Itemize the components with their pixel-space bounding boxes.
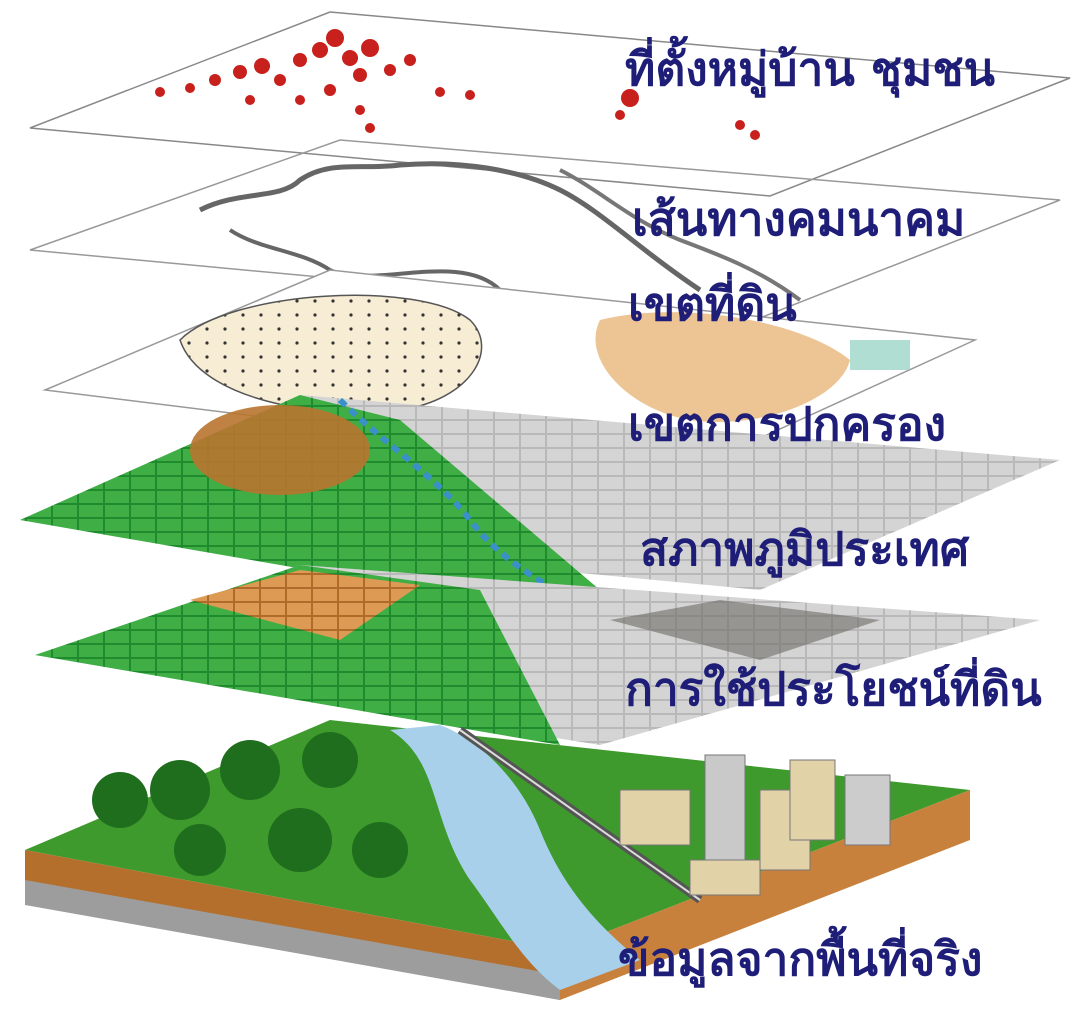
layer-label: สภาพภูมิประเทศ: [640, 522, 970, 578]
layer-real-world: [25, 720, 970, 1000]
layer-landuse: [35, 565, 1040, 745]
layer-label: ข้อมูลจากพื้นที่จริง: [618, 925, 982, 988]
layer-label: ที่ตั้งหมู่บ้าน ชุมชน: [625, 35, 996, 98]
layer-villages: [29, 11, 1071, 197]
layer-label: เส้นทางคมนาคม: [632, 192, 965, 246]
layer-label: เขตการปกครอง: [628, 397, 946, 451]
layer-terrain: [20, 395, 1060, 610]
layer-label: การใช้ประโยชน์ที่ดิน: [625, 657, 1042, 716]
layer-parcels: [42, 269, 978, 471]
layer-label: เขตที่ดิน: [628, 272, 797, 331]
